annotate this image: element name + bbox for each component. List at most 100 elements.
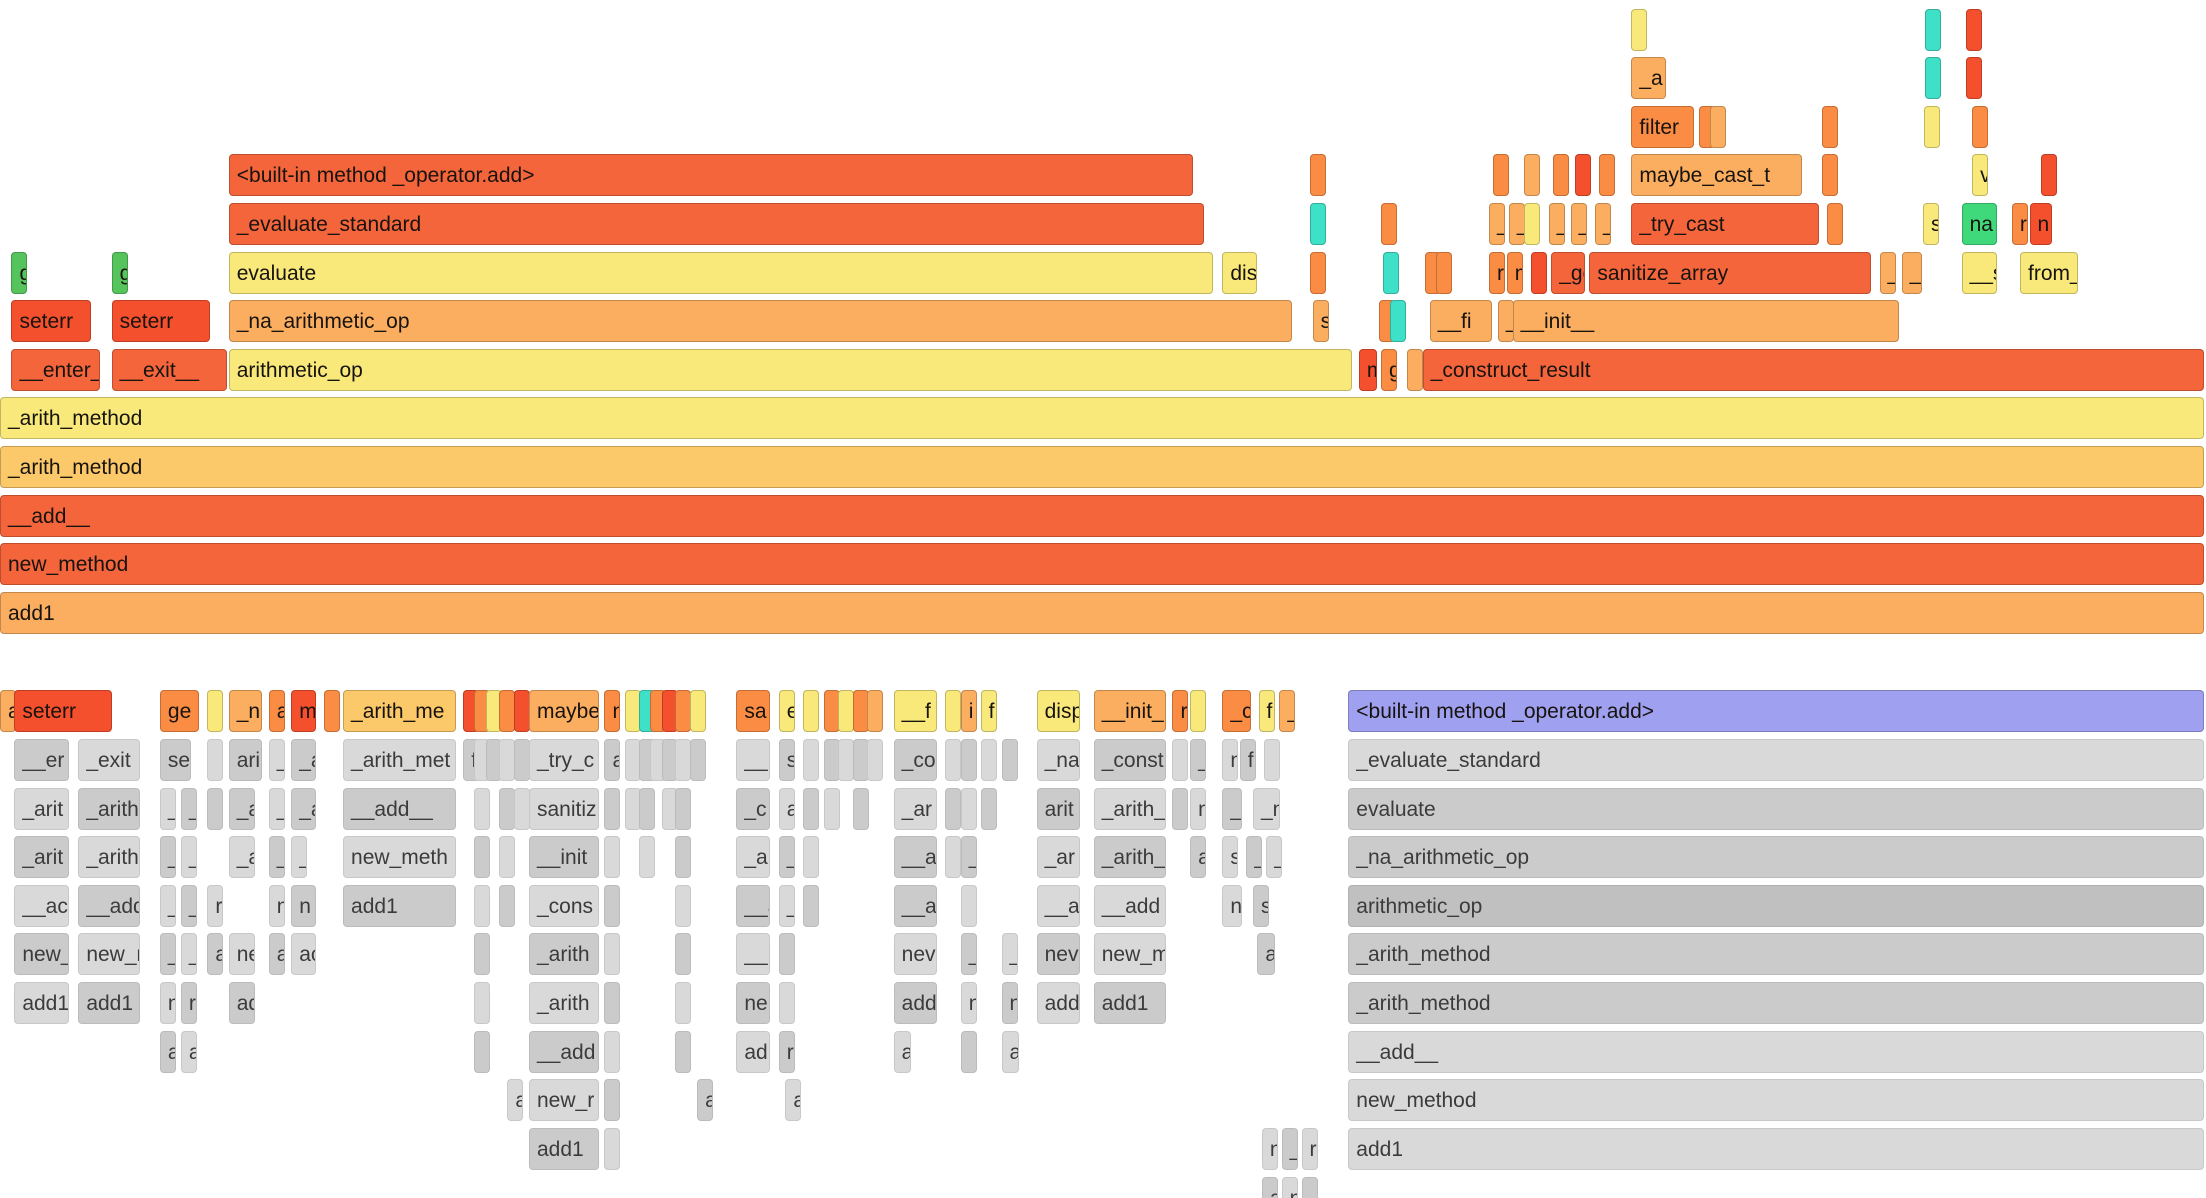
frame-__init[interactable]: __init: [528, 836, 599, 878]
frame-sliver[interactable]: [1826, 203, 1843, 245]
frame-_arith[interactable]: _arith: [78, 788, 141, 830]
frame-sliver[interactable]: [1172, 739, 1189, 781]
frame-sliver[interactable]: [604, 1031, 621, 1073]
frame-sliver[interactable]: [207, 690, 224, 732]
frame-n[interactable]: n: [1001, 982, 1018, 1024]
frame-_arit[interactable]: _arit: [14, 788, 69, 830]
frame-sliver[interactable]: [675, 788, 692, 830]
frame-_[interactable]: _: [180, 933, 197, 975]
frame-_arith[interactable]: _arith: [78, 836, 141, 878]
frame-sliver[interactable]: [513, 788, 530, 830]
frame-nev[interactable]: nev: [893, 933, 937, 975]
frame-sliver[interactable]: [945, 788, 962, 830]
frame-sliver[interactable]: [1631, 9, 1648, 51]
frame-__er[interactable]: __er: [14, 739, 69, 781]
frame-new_[interactable]: new_: [14, 933, 69, 975]
frame-_[interactable]: _: [159, 788, 176, 830]
frame-ad[interactable]: ad: [1257, 933, 1276, 975]
frame-sliver[interactable]: [1924, 57, 1941, 99]
frame-from_[interactable]: from_: [2020, 252, 2078, 294]
frame-s[interactable]: s: [1222, 836, 1239, 878]
frame-seterr[interactable]: seterr: [14, 690, 112, 732]
frame-add1[interactable]: add1: [343, 885, 456, 927]
frame-nev[interactable]: nev: [1036, 933, 1080, 975]
frame-__[interactable]: __: [736, 739, 770, 781]
frame-sliver[interactable]: [1310, 203, 1327, 245]
frame-_na_arithmetic_op[interactable]: _na_arithmetic_op: [228, 300, 1293, 342]
frame-_arith_[interactable]: _arith_: [1093, 836, 1166, 878]
frame-add[interactable]: add: [1036, 982, 1080, 1024]
frame-_a[interactable]: _a: [291, 788, 316, 830]
frame-sliver[interactable]: [324, 690, 341, 732]
frame-n[interactable]: n: [268, 885, 285, 927]
frame-sliver[interactable]: [838, 739, 855, 781]
frame-na[interactable]: na: [1961, 203, 1997, 245]
frame-add1[interactable]: add1: [528, 1128, 599, 1170]
frame-sliver[interactable]: [675, 690, 692, 732]
frame-_[interactable]: _: [1279, 690, 1296, 732]
frame-ad[interactable]: ad: [736, 1031, 770, 1073]
frame-disp[interactable]: disp: [1036, 690, 1080, 732]
frame-n[interactable]: n: [2029, 203, 2052, 245]
frame-no[interactable]: no: [1222, 885, 1243, 927]
frame-r[interactable]: r: [1489, 252, 1506, 294]
frame-a[interactable]: a: [268, 690, 285, 732]
frame-__[interactable]: __: [1548, 203, 1565, 245]
frame-sliver[interactable]: [1389, 300, 1406, 342]
frame-_evaluate_standard[interactable]: _evaluate_standard: [228, 203, 1204, 245]
frame-sanitiz[interactable]: sanitiz: [528, 788, 599, 830]
frame-sliver[interactable]: [690, 690, 707, 732]
frame-r[interactable]: r: [180, 982, 197, 1024]
frame-new_method[interactable]: new_method: [0, 543, 2204, 585]
frame-_arith_[interactable]: _arith_: [1093, 788, 1166, 830]
frame-sliver[interactable]: [498, 739, 515, 781]
frame-sliver[interactable]: [866, 690, 883, 732]
frame-v[interactable]: v: [1972, 154, 1989, 196]
frame-sliver[interactable]: [945, 690, 962, 732]
frame-_[interactable]: _: [180, 788, 197, 830]
frame-sliver[interactable]: [866, 739, 883, 781]
frame-__add[interactable]: __add: [78, 885, 141, 927]
frame-sliver[interactable]: [980, 788, 997, 830]
frame-_arith_method[interactable]: _arith_method: [1348, 933, 2204, 975]
frame-sliver[interactable]: [1436, 252, 1453, 294]
frame-sliver[interactable]: [1524, 154, 1541, 196]
frame-sliver[interactable]: [638, 836, 655, 878]
frame-r[interactable]: r: [778, 1031, 795, 1073]
frame-_[interactable]: _: [960, 836, 977, 878]
frame-a[interactable]: a: [604, 739, 621, 781]
frame-sliver[interactable]: [1553, 154, 1570, 196]
frame-sliver[interactable]: [474, 885, 491, 927]
frame-new_method[interactable]: new_method: [1348, 1079, 2204, 1121]
frame-sliver[interactable]: [945, 739, 962, 781]
frame-__add[interactable]: __add: [528, 1031, 599, 1073]
frame-_a[interactable]: _a: [291, 739, 316, 781]
frame-a[interactable]: a: [1261, 1177, 1278, 1198]
frame-sliver[interactable]: [1310, 154, 1327, 196]
frame-f[interactable]: f: [980, 690, 997, 732]
frame-add1[interactable]: add1: [78, 982, 141, 1024]
frame-sliver[interactable]: [474, 836, 491, 878]
frame-_a[interactable]: _a: [1190, 739, 1207, 781]
frame-sliver[interactable]: [1524, 203, 1541, 245]
frame-_[interactable]: _: [268, 836, 285, 878]
frame-n[interactable]: n: [1261, 1128, 1278, 1170]
frame-sliver[interactable]: [604, 982, 621, 1024]
frame-filter[interactable]: filter: [1631, 106, 1694, 148]
frame-sliver[interactable]: [675, 982, 692, 1024]
frame-n[interactable]: n: [1281, 1177, 1298, 1198]
frame-_a[interactable]: _a: [736, 836, 770, 878]
frame-r[interactable]: r: [2011, 203, 2028, 245]
frame-sliver[interactable]: [802, 788, 819, 830]
frame-sliver[interactable]: [474, 982, 491, 1024]
frame-_arith_method[interactable]: _arith_method: [0, 446, 2204, 488]
frame-sliver[interactable]: [604, 933, 621, 975]
frame-_[interactable]: _: [1879, 252, 1896, 294]
frame-a[interactable]: a: [507, 1079, 524, 1121]
frame-sliver[interactable]: [823, 788, 840, 830]
frame-sa[interactable]: sa: [736, 690, 770, 732]
frame-sliver[interactable]: [778, 982, 795, 1024]
frame-__add[interactable]: __add: [1093, 885, 1166, 927]
frame-sliver[interactable]: [513, 739, 530, 781]
frame-sliver[interactable]: [852, 788, 869, 830]
